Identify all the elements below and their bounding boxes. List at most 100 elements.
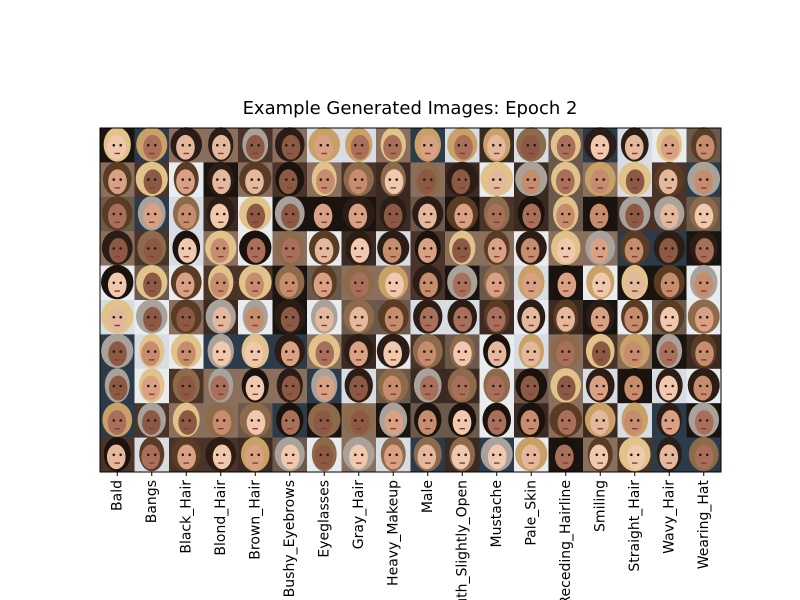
face [454, 203, 473, 229]
eye [285, 419, 288, 422]
face-tile [376, 161, 411, 198]
eye [147, 350, 150, 353]
face-tile [652, 161, 687, 198]
eye [326, 178, 330, 181]
face [176, 306, 196, 332]
eye [388, 212, 392, 216]
eye [147, 212, 150, 216]
eye [429, 212, 433, 216]
face [281, 134, 301, 160]
mouth [493, 462, 500, 464]
eye [498, 419, 502, 422]
eye [533, 419, 536, 422]
eye [533, 453, 536, 457]
mouth [252, 221, 259, 223]
face [417, 169, 436, 195]
face [212, 169, 231, 195]
face-tile [169, 402, 204, 438]
face-tile [514, 196, 549, 232]
eye [492, 281, 495, 285]
eye [630, 178, 633, 181]
eye [388, 384, 392, 388]
eye [498, 384, 502, 388]
face [452, 410, 472, 435]
face-tile [445, 196, 480, 232]
face [557, 272, 577, 298]
face-tile [410, 368, 446, 404]
eye [153, 143, 157, 147]
eye [595, 315, 599, 319]
eye [216, 384, 219, 388]
eye [498, 315, 502, 319]
eye [222, 350, 226, 353]
face-tile [548, 230, 584, 266]
face-tile [479, 264, 515, 301]
face [556, 375, 576, 401]
eye [153, 315, 157, 319]
face-tile [617, 264, 653, 301]
eye [664, 212, 668, 216]
eye [395, 384, 399, 388]
eye [429, 247, 433, 250]
eye [567, 453, 571, 457]
eye [181, 247, 185, 250]
mouth [252, 427, 259, 430]
eye [119, 384, 122, 388]
eye [222, 315, 226, 319]
face-tile [548, 402, 584, 438]
eye [285, 247, 288, 250]
eye [671, 453, 674, 457]
face-tile [238, 368, 273, 404]
eye [630, 247, 633, 250]
eye [705, 143, 709, 147]
eye [395, 315, 399, 319]
face [316, 375, 335, 401]
face [693, 375, 713, 401]
eye [464, 384, 468, 388]
face-tile [479, 402, 515, 438]
eye [250, 315, 254, 319]
eye [602, 247, 605, 250]
mouth [355, 393, 362, 395]
face-tile [514, 402, 549, 438]
face [348, 203, 368, 229]
face-tile [272, 368, 308, 404]
mouth [562, 359, 569, 361]
face-tile [341, 264, 377, 301]
face [451, 375, 471, 401]
face [453, 341, 472, 367]
face-tile [134, 299, 170, 335]
eye [222, 419, 226, 422]
mouth [252, 462, 259, 464]
mouth [114, 393, 121, 395]
face [454, 134, 473, 160]
mouth [424, 187, 431, 189]
mouth [355, 290, 362, 292]
face [348, 169, 368, 195]
face [488, 169, 507, 195]
eye [395, 419, 399, 422]
mouth [183, 290, 190, 292]
face [487, 341, 507, 367]
eye [429, 143, 433, 147]
face [486, 203, 506, 229]
face [520, 410, 540, 435]
mouth [321, 324, 328, 327]
eye [112, 350, 116, 353]
eye [181, 212, 185, 216]
eye [188, 315, 191, 319]
mouth [424, 324, 431, 327]
mouth [390, 187, 397, 189]
face-tile [652, 368, 687, 404]
face [245, 169, 264, 195]
face [143, 238, 163, 263]
eye [360, 247, 364, 250]
eye [602, 453, 605, 457]
mouth [562, 152, 569, 155]
eye [395, 178, 399, 181]
face-tile [307, 299, 342, 335]
face [279, 272, 298, 298]
mouth [424, 462, 431, 464]
face [418, 410, 437, 435]
eye [630, 281, 633, 285]
